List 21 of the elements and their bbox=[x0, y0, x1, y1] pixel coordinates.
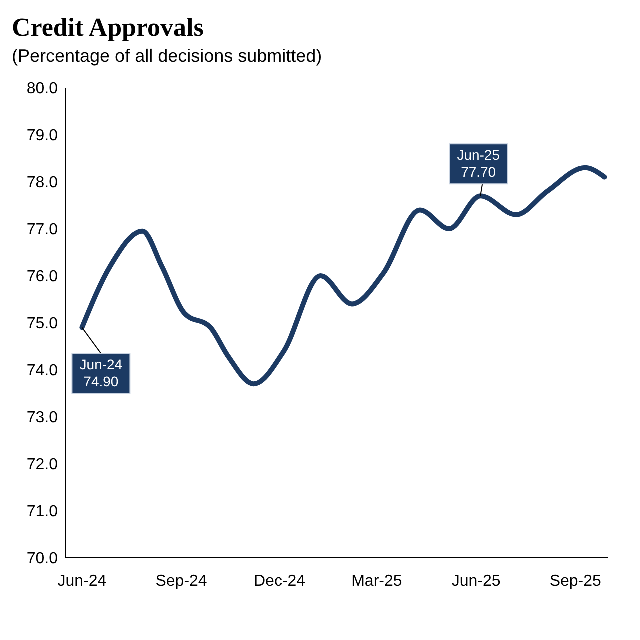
y-tick-label: 74.0 bbox=[26, 362, 58, 380]
chart-subtitle: (Percentage of all decisions submitted) bbox=[12, 46, 322, 66]
y-tick-label: 78.0 bbox=[26, 174, 58, 192]
y-tick-label: 71.0 bbox=[26, 504, 58, 521]
x-tick-label: Dec-24 bbox=[254, 573, 306, 590]
annotation: Jun-25 77.70 bbox=[457, 147, 500, 180]
y-tick-label: 72.0 bbox=[26, 456, 58, 474]
y-tick-label: 75.0 bbox=[26, 316, 58, 333]
x-tick-label: Mar-25 bbox=[352, 573, 402, 590]
y-tick-label: 80.0 bbox=[26, 80, 58, 98]
chart-title: Credit Approvals bbox=[12, 13, 204, 42]
y-tick-label: 73.0 bbox=[26, 410, 58, 427]
x-tick-label: Sep-24 bbox=[156, 573, 208, 590]
x-tick-label: Jun-24 bbox=[58, 573, 107, 590]
annotation: Jun-24 74.90 bbox=[80, 356, 123, 390]
x-tick-label: Sep-25 bbox=[550, 573, 602, 590]
y-tick-label: 79.0 bbox=[26, 128, 58, 145]
y-tick-label: 70.0 bbox=[26, 550, 58, 568]
y-tick-label: 76.0 bbox=[26, 268, 58, 286]
y-tick-label: 77.0 bbox=[26, 222, 58, 239]
x-tick-label: Jun-25 bbox=[452, 573, 501, 590]
